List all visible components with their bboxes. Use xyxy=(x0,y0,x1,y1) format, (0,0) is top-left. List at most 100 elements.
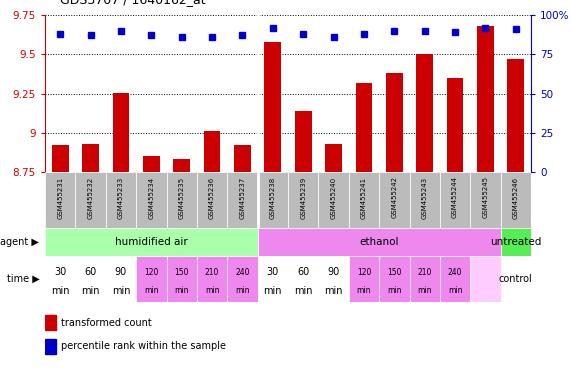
Bar xyxy=(45,339,56,354)
Bar xyxy=(45,315,56,330)
Text: GSM455245: GSM455245 xyxy=(482,177,488,218)
Bar xyxy=(508,59,524,172)
FancyBboxPatch shape xyxy=(258,228,501,256)
Text: GSM455238: GSM455238 xyxy=(270,177,276,219)
Text: GSM455233: GSM455233 xyxy=(118,177,124,219)
FancyBboxPatch shape xyxy=(136,172,167,228)
Bar xyxy=(52,145,69,172)
FancyBboxPatch shape xyxy=(106,172,136,228)
Bar xyxy=(356,83,372,172)
FancyBboxPatch shape xyxy=(440,172,471,228)
FancyBboxPatch shape xyxy=(471,256,501,302)
FancyBboxPatch shape xyxy=(106,256,136,302)
Text: min: min xyxy=(81,285,100,296)
Text: 210: 210 xyxy=(417,268,432,276)
Text: control: control xyxy=(499,274,533,284)
Text: GDS3707 / 1640162_at: GDS3707 / 1640162_at xyxy=(59,0,205,6)
Text: GSM455236: GSM455236 xyxy=(209,177,215,219)
FancyBboxPatch shape xyxy=(227,172,258,228)
Text: percentile rank within the sample: percentile rank within the sample xyxy=(61,341,226,351)
FancyBboxPatch shape xyxy=(501,172,531,228)
Text: min: min xyxy=(235,286,250,295)
Text: 120: 120 xyxy=(357,268,371,276)
Text: min: min xyxy=(417,286,432,295)
Text: transformed count: transformed count xyxy=(61,318,151,328)
Bar xyxy=(416,54,433,172)
Bar xyxy=(112,93,129,172)
Bar xyxy=(204,131,220,172)
Bar xyxy=(264,42,281,172)
FancyBboxPatch shape xyxy=(288,256,319,302)
Text: min: min xyxy=(324,285,343,296)
Text: 90: 90 xyxy=(115,267,127,277)
Text: agent ▶: agent ▶ xyxy=(1,237,39,247)
Text: GSM455234: GSM455234 xyxy=(148,177,154,218)
Text: min: min xyxy=(51,285,70,296)
FancyBboxPatch shape xyxy=(197,256,227,302)
Text: min: min xyxy=(205,286,219,295)
Text: min: min xyxy=(357,286,371,295)
FancyBboxPatch shape xyxy=(379,172,409,228)
Text: GSM455237: GSM455237 xyxy=(239,177,246,219)
Bar xyxy=(295,111,312,172)
FancyBboxPatch shape xyxy=(75,172,106,228)
FancyBboxPatch shape xyxy=(409,172,440,228)
FancyBboxPatch shape xyxy=(227,256,258,302)
Text: GSM455239: GSM455239 xyxy=(300,177,306,219)
FancyBboxPatch shape xyxy=(136,256,167,302)
Text: GSM455242: GSM455242 xyxy=(391,177,397,218)
FancyBboxPatch shape xyxy=(288,172,319,228)
Text: GSM455246: GSM455246 xyxy=(513,177,519,218)
Text: GSM455232: GSM455232 xyxy=(87,177,94,218)
Text: min: min xyxy=(264,285,282,296)
Text: min: min xyxy=(174,286,189,295)
Text: GSM455231: GSM455231 xyxy=(57,177,63,219)
Text: time ▶: time ▶ xyxy=(6,274,39,284)
Text: 240: 240 xyxy=(448,268,463,276)
Text: 240: 240 xyxy=(235,268,250,276)
Bar xyxy=(234,145,251,172)
FancyBboxPatch shape xyxy=(197,172,227,228)
FancyBboxPatch shape xyxy=(258,172,288,228)
Text: min: min xyxy=(112,285,130,296)
Text: ethanol: ethanol xyxy=(359,237,399,247)
Text: min: min xyxy=(294,285,312,296)
Text: min: min xyxy=(448,286,463,295)
FancyBboxPatch shape xyxy=(379,256,409,302)
Text: min: min xyxy=(144,286,159,295)
Text: 210: 210 xyxy=(205,268,219,276)
FancyBboxPatch shape xyxy=(75,256,106,302)
Text: GSM455241: GSM455241 xyxy=(361,177,367,218)
Text: min: min xyxy=(387,286,401,295)
Bar xyxy=(477,26,494,172)
Bar xyxy=(447,78,464,172)
Text: GSM455235: GSM455235 xyxy=(179,177,184,218)
Text: 30: 30 xyxy=(267,267,279,277)
Text: 30: 30 xyxy=(54,267,66,277)
Text: 150: 150 xyxy=(387,268,401,276)
Text: humidified air: humidified air xyxy=(115,237,188,247)
Text: GSM455243: GSM455243 xyxy=(422,177,428,218)
FancyBboxPatch shape xyxy=(258,256,288,302)
Text: untreated: untreated xyxy=(490,237,541,247)
FancyBboxPatch shape xyxy=(440,256,471,302)
FancyBboxPatch shape xyxy=(167,172,197,228)
Text: 60: 60 xyxy=(297,267,309,277)
FancyBboxPatch shape xyxy=(45,228,258,256)
Text: 150: 150 xyxy=(174,268,189,276)
Bar xyxy=(143,156,160,172)
Text: GSM455240: GSM455240 xyxy=(331,177,336,218)
Text: 120: 120 xyxy=(144,268,159,276)
Bar xyxy=(82,144,99,172)
FancyBboxPatch shape xyxy=(349,172,379,228)
Bar xyxy=(386,73,403,172)
Text: 90: 90 xyxy=(327,267,340,277)
Text: GSM455244: GSM455244 xyxy=(452,177,458,218)
Text: 60: 60 xyxy=(85,267,96,277)
FancyBboxPatch shape xyxy=(501,228,531,256)
FancyBboxPatch shape xyxy=(45,256,75,302)
FancyBboxPatch shape xyxy=(319,172,349,228)
FancyBboxPatch shape xyxy=(45,172,75,228)
FancyBboxPatch shape xyxy=(167,256,197,302)
FancyBboxPatch shape xyxy=(409,256,440,302)
